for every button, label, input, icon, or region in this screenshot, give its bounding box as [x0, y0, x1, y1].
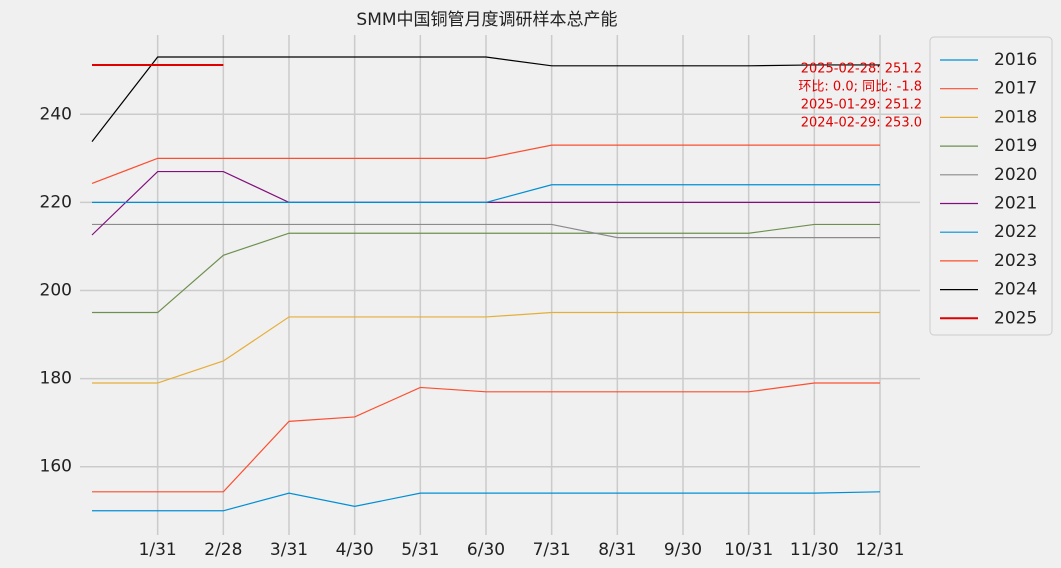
- series-line: [92, 382, 880, 493]
- x-tick-label: 8/31: [598, 540, 636, 560]
- series-line: [92, 491, 881, 512]
- annotation: 2025-01-29: 251.2: [801, 98, 922, 113]
- y-tick-label: 200: [40, 281, 72, 301]
- x-tick-label: 10/31: [724, 540, 773, 560]
- legend-label: 2020: [994, 165, 1037, 185]
- legend-label: 2018: [994, 107, 1037, 127]
- series-line: [92, 223, 880, 314]
- legend-label: 2024: [994, 280, 1037, 300]
- y-tick-label: 240: [40, 104, 72, 124]
- x-tick-label: 11/30: [790, 540, 839, 560]
- series-line: [92, 311, 880, 384]
- y-tick-label: 160: [40, 457, 72, 477]
- legend-label: 2019: [994, 136, 1037, 156]
- series-line: [91, 144, 880, 185]
- x-tick-label: 9/30: [664, 540, 702, 560]
- legend-label: 2021: [994, 194, 1037, 214]
- legend-label: 2016: [994, 50, 1037, 70]
- y-tick-label: 220: [40, 192, 72, 212]
- x-tick-label: 3/31: [270, 540, 308, 560]
- chart-title: SMM中国铜管月度调研样本总产能: [356, 10, 617, 30]
- x-tick-label: 2/28: [204, 540, 242, 560]
- legend-label: 2017: [994, 79, 1037, 99]
- annotation: 环比: 0.0; 同比: -1.8: [798, 80, 922, 95]
- x-tick-label: 12/31: [856, 540, 905, 560]
- series-line: [91, 56, 880, 142]
- legend-label: 2025: [994, 308, 1037, 328]
- series-line: [92, 184, 880, 204]
- x-tick-label: 1/31: [139, 540, 177, 560]
- x-tick-label: 6/30: [467, 540, 505, 560]
- x-tick-label: 4/30: [336, 540, 374, 560]
- annotation: 2024-02-29: 253.0: [801, 116, 922, 131]
- legend-label: 2022: [994, 222, 1037, 242]
- legend-label: 2023: [994, 251, 1037, 271]
- y-tick-label: 180: [40, 369, 72, 389]
- x-tick-label: 5/31: [401, 540, 439, 560]
- annotation: 2025-02-28: 251.2: [801, 62, 922, 77]
- series-line: [92, 223, 880, 239]
- x-tick-label: 7/31: [533, 540, 571, 560]
